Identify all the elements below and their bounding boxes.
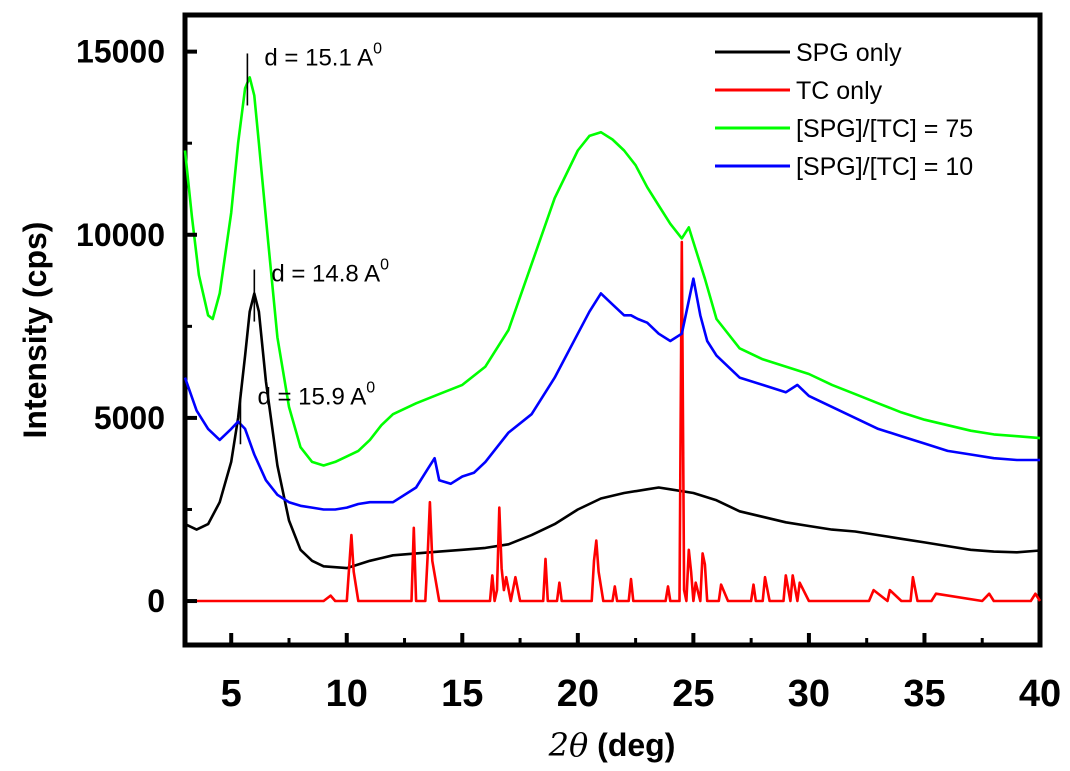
legend-label: TC only <box>796 77 883 105</box>
x-tick-label: 10 <box>326 673 368 715</box>
annotations: d = 15.1 A0 d = 14.8 A0 d = 15.9 A0 <box>239 40 389 445</box>
legend-label: SPG only <box>796 39 902 67</box>
y-tick-label: 5000 <box>94 400 165 436</box>
x-tick-label: 20 <box>557 673 599 715</box>
y-axis-title: Intensity (cps) <box>17 222 53 439</box>
d-spacing-label: d = 15.9 A0 <box>257 379 375 410</box>
legend: SPG only TC only [SPG]/[TC] = 75 [SPG]/[TC]… <box>715 39 973 181</box>
legend-label: [SPG]/[TC] = 10 <box>796 153 973 181</box>
series-layer <box>183 76 1042 603</box>
x-tick-label: 35 <box>903 673 945 715</box>
x-tick-label: 15 <box>441 673 483 715</box>
y-tick-label: 15000 <box>76 34 165 70</box>
series-line-3 <box>183 76 1041 467</box>
x-ticks: 5 10 15 20 25 30 35 40 <box>221 633 1061 715</box>
series-line-1 <box>184 292 1041 570</box>
y-tick-label: 10000 <box>76 217 165 253</box>
x-tick-label: 5 <box>221 673 242 715</box>
x-axis-title: 2θ (deg) <box>548 726 676 764</box>
legend-label: [SPG]/[TC] = 75 <box>796 115 973 143</box>
series-line-4 <box>183 277 1040 511</box>
d-spacing-superscript: 0 <box>373 40 382 57</box>
x-tick-label: 30 <box>788 673 830 715</box>
series-line-2 <box>185 240 1042 603</box>
plot-frame <box>182 12 1043 648</box>
y-ticks: 0 5000 10000 15000 <box>76 34 197 619</box>
d-spacing-superscript: 0 <box>380 257 389 274</box>
d-spacing-label: d = 15.1 A0 <box>264 40 382 71</box>
d-spacing-superscript: 0 <box>366 379 375 396</box>
x-tick-label: 40 <box>1019 673 1061 715</box>
d-spacing-label: d = 14.8 A0 <box>271 257 389 288</box>
x-tick-label: 25 <box>672 673 714 715</box>
x-axis-symbol: 2θ <box>548 726 589 764</box>
x-axis-unit: (deg) <box>588 727 675 763</box>
y-tick-label: 0 <box>147 583 165 619</box>
